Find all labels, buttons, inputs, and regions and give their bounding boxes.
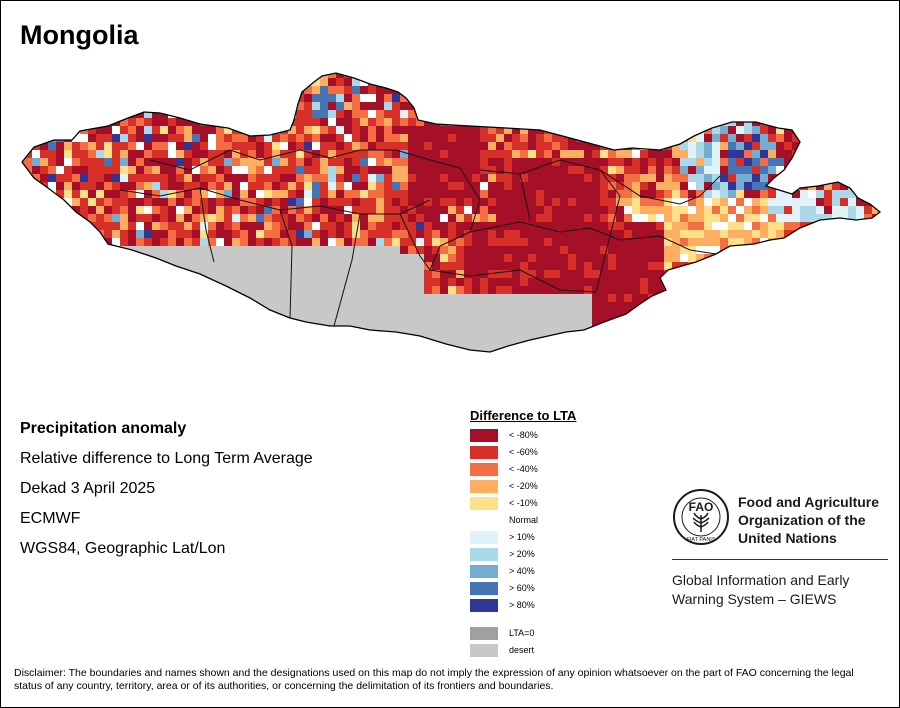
legend-swatch bbox=[470, 446, 498, 459]
province-boundaries bbox=[119, 149, 721, 327]
legend-item-1: < -60% bbox=[470, 444, 630, 461]
info-period: Dekad 3 April 2025 bbox=[20, 480, 156, 497]
map-title: Mongolia bbox=[20, 20, 139, 50]
legend-swatch bbox=[470, 531, 498, 544]
legend-item-7: > 20% bbox=[470, 546, 630, 563]
map-area bbox=[21, 72, 881, 353]
legend-swatch bbox=[470, 599, 498, 612]
legend-swatch bbox=[470, 548, 498, 561]
legend-swatch bbox=[470, 644, 498, 657]
legend-item-3: < -20% bbox=[470, 478, 630, 495]
legend-label: < -10% bbox=[509, 498, 538, 508]
fao-name-line-2: Organization of the bbox=[738, 512, 866, 528]
giews-label: Global Information and Early Warning Sys… bbox=[672, 571, 888, 609]
giews-line-2: Warning System – GIEWS bbox=[672, 591, 837, 607]
fao-logo-icon: FAO FIAT PANIS bbox=[673, 489, 729, 545]
legend-label: > 60% bbox=[509, 583, 535, 593]
legend-label: Normal bbox=[509, 515, 539, 525]
legend-label: desert bbox=[509, 645, 535, 655]
legend-label: < -40% bbox=[509, 464, 538, 474]
legend-title: Difference to LTA bbox=[470, 408, 577, 423]
legend-item-0: < -80% bbox=[470, 427, 630, 444]
fao-organization-name: Food and Agriculture Organization of the… bbox=[738, 493, 888, 547]
legend-swatch bbox=[470, 429, 498, 442]
legend-swatch bbox=[470, 497, 498, 510]
precipitation-raster bbox=[22, 73, 880, 352]
legend-item-5: Normal bbox=[470, 512, 630, 529]
legend-item-8: > 40% bbox=[470, 563, 630, 580]
legend-label: < -20% bbox=[509, 481, 538, 491]
legend-swatch bbox=[470, 514, 498, 527]
legend-label: > 40% bbox=[509, 566, 535, 576]
fao-name-line-3: United Nations bbox=[738, 530, 837, 546]
legend-label: > 10% bbox=[509, 532, 535, 542]
info-source: ECMWF bbox=[20, 510, 81, 527]
legend-swatch bbox=[470, 480, 498, 493]
legend-label: LTA=0 bbox=[509, 628, 535, 638]
legend-swatch bbox=[470, 582, 498, 595]
legend-label: > 20% bbox=[509, 549, 535, 559]
legend-rows: < -80% < -60% < -40% < -20% < -10% Normal > 10… bbox=[470, 427, 630, 659]
legend-item-9: > 60% bbox=[470, 580, 630, 597]
legend-item-6: > 10% bbox=[470, 529, 630, 546]
legend-extra-item-1: desert bbox=[470, 642, 630, 659]
fao-divider bbox=[672, 559, 888, 560]
disclaimer: Disclaimer: The boundaries and names sho… bbox=[14, 667, 854, 692]
legend-item-10: > 80% bbox=[470, 597, 630, 614]
fao-name-line-1: Food and Agriculture bbox=[738, 494, 880, 510]
info-projection: WGS84, Geographic Lat/Lon bbox=[20, 540, 226, 557]
legend-swatch bbox=[470, 463, 498, 476]
legend-label: < -60% bbox=[509, 447, 538, 457]
map-info: Precipitation anomaly Relative differenc… bbox=[20, 414, 313, 564]
legend-swatch bbox=[470, 565, 498, 578]
info-heading: Precipitation anomaly bbox=[20, 420, 187, 437]
svg-text:FIAT PANIS: FIAT PANIS bbox=[686, 537, 715, 543]
info-description: Relative difference to Long Term Average bbox=[20, 450, 313, 467]
giews-line-1: Global Information and Early bbox=[672, 572, 850, 588]
legend-label: > 80% bbox=[509, 600, 535, 610]
legend-item-4: < -10% bbox=[470, 495, 630, 512]
legend-swatch bbox=[470, 627, 498, 640]
legend: Difference to LTA < -80% < -60% < -40% < -2… bbox=[470, 408, 630, 659]
legend-extra-item-0: LTA=0 bbox=[470, 625, 630, 642]
legend-item-2: < -40% bbox=[470, 461, 630, 478]
legend-label: < -80% bbox=[509, 430, 538, 440]
svg-text:FAO: FAO bbox=[689, 500, 714, 514]
